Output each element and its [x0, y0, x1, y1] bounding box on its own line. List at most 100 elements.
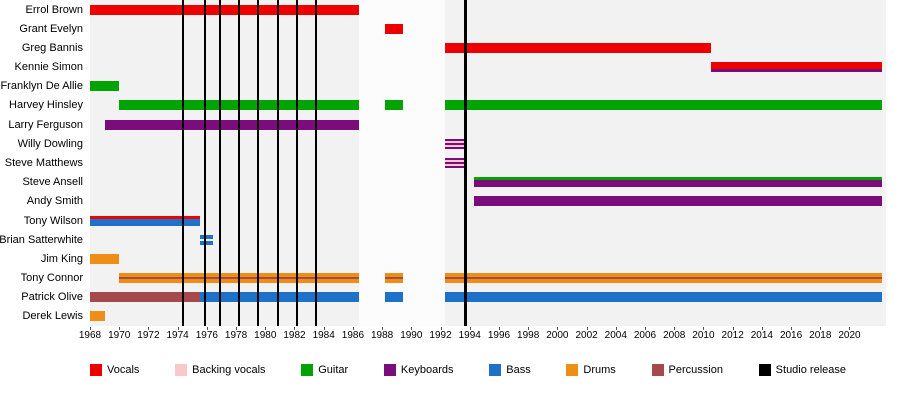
axis-tick-mark [469, 327, 471, 330]
backing_vocals-color-swatch [175, 364, 188, 376]
legend-item-studio_release: Studio release [758, 364, 846, 376]
x-axis-years: 1968 1970 1972 1974 1976 1978 1980 1982 1984 1986… [79, 327, 886, 345]
axis-year-label: 1976 [195, 330, 218, 341]
vocals-role-layer [710, 62, 882, 69]
tenure-bar-greg-bannis [444, 42, 711, 53]
drums-role-layer [444, 273, 882, 278]
tenure-bar-derek-lewis [90, 311, 105, 322]
studio-release-line [277, 0, 280, 326]
percussion-role-layer [90, 292, 200, 303]
legend-label-percussion: Percussion [668, 364, 723, 376]
axis-tick-mark [586, 327, 588, 330]
studio-release-line [182, 0, 185, 326]
drums-role-layer [90, 311, 105, 322]
member-name-harvey-hinsley: Harvey Hinsley [9, 99, 83, 112]
inactive-period-band [358, 0, 445, 326]
tenure-bar-larry-ferguson [104, 119, 359, 130]
axis-tick-mark [323, 327, 325, 330]
tenure-bar-jim-king [90, 253, 120, 264]
member-name-jim-king: Jim King [40, 252, 83, 265]
member-name-patrick-olive: Patrick Olive [21, 291, 83, 304]
studio-release-line [204, 0, 207, 326]
axis-tick-mark [440, 327, 442, 330]
keyboards-role-layer [444, 162, 464, 164]
backing_vocals-role-layer [444, 160, 464, 162]
keyboards-role-layer [104, 119, 359, 130]
member-name-tony-connor: Tony Connor [20, 272, 83, 285]
tenure-bar-grant-evelyn [385, 23, 403, 34]
axis-year-label: 2002 [575, 330, 598, 341]
legend-item-backing_vocals: Backing vocals [175, 364, 266, 376]
studio-release-line [315, 0, 318, 326]
legend: Vocals Backing vocals Guitar Keyboards Bass D… [90, 364, 846, 376]
axis-year-label: 1990 [400, 330, 423, 341]
drums-role-layer [385, 273, 403, 278]
vocals-color-swatch [90, 364, 102, 376]
keyboards-role-layer [474, 196, 882, 207]
drums-role-layer [444, 279, 882, 284]
axis-year-label: 1974 [166, 330, 189, 341]
axis-year-label: 1972 [137, 330, 160, 341]
legend-item-percussion: Percussion [651, 364, 723, 376]
tenure-bar-kennie-simon [710, 62, 882, 73]
studio-release-line [237, 0, 240, 326]
legend-item-drums: Drums [566, 364, 616, 376]
axis-tick-mark [90, 327, 91, 330]
axis-tick-mark [820, 327, 822, 330]
member-name-steve-matthews: Steve Matthews [4, 156, 83, 169]
tenure-bar-tony-connor [385, 273, 403, 284]
vocals-role-layer [444, 42, 711, 53]
legend-label-studio_release: Studio release [775, 364, 846, 376]
member-name-derek-lewis: Derek Lewis [22, 310, 83, 323]
axis-tick-mark [615, 327, 617, 330]
drums-role-layer [90, 253, 120, 264]
axis-tick-mark [674, 327, 676, 330]
tenure-bar-willy-dowling [444, 138, 464, 149]
member-name-andy-smith: Andy Smith [26, 195, 83, 208]
legend-label-vocals: Vocals [107, 364, 140, 376]
member-name-greg-bannis: Greg Bannis [21, 41, 83, 54]
guitar-role-layer [474, 177, 882, 181]
vocals-role-layer [90, 4, 359, 15]
axis-year-label: 1968 [78, 330, 102, 341]
keyboards-color-swatch [383, 364, 396, 376]
backing_vocals-role-layer [444, 140, 464, 143]
axis-year-label: 1982 [283, 330, 306, 341]
percussion-role-layer [385, 277, 403, 280]
axis-year-label: 1980 [254, 330, 277, 341]
axis-year-label: 2020 [838, 330, 861, 341]
keyboards-role-layer [444, 142, 464, 145]
axis-year-label: 1998 [517, 330, 540, 341]
guitar-role-layer [90, 81, 120, 92]
axis-tick-mark [528, 327, 530, 330]
axis-tick-mark [498, 327, 500, 330]
studio-release-line [296, 0, 299, 326]
tenure-bar-harvey-hinsley [385, 100, 403, 111]
member-name-kennie-simon: Kennie Simon [14, 61, 84, 74]
legend-item-guitar: Guitar [301, 364, 348, 376]
legend-label-bass: Bass [506, 364, 531, 376]
axis-year-label: 2000 [546, 330, 569, 341]
axis-tick-mark [236, 327, 238, 330]
axis-year-label: 1984 [312, 330, 335, 341]
bass-role-layer [90, 218, 200, 226]
axis-tick-mark [645, 327, 646, 330]
backing_vocals-role-layer [444, 144, 464, 147]
axis-year-label: 1992 [429, 330, 452, 341]
bass-color-swatch [489, 364, 502, 376]
axis-year-label: 2006 [633, 330, 657, 341]
axis-year-label: 2008 [663, 330, 686, 341]
axis-year-label: 2016 [779, 330, 803, 341]
axis-tick-mark [119, 327, 121, 330]
tenure-bar-patrick-olive [90, 292, 200, 303]
studio-release-line [463, 0, 467, 326]
member-name-willy-dowling: Willy Dowling [17, 137, 83, 150]
axis-tick-mark [294, 327, 296, 330]
axis-tick-mark [557, 327, 559, 330]
bass-role-layer [385, 292, 403, 303]
axis-tick-mark [382, 327, 384, 330]
axis-tick-mark [206, 327, 208, 330]
axis-tick-mark [732, 327, 734, 330]
percussion-role-layer [444, 277, 882, 280]
